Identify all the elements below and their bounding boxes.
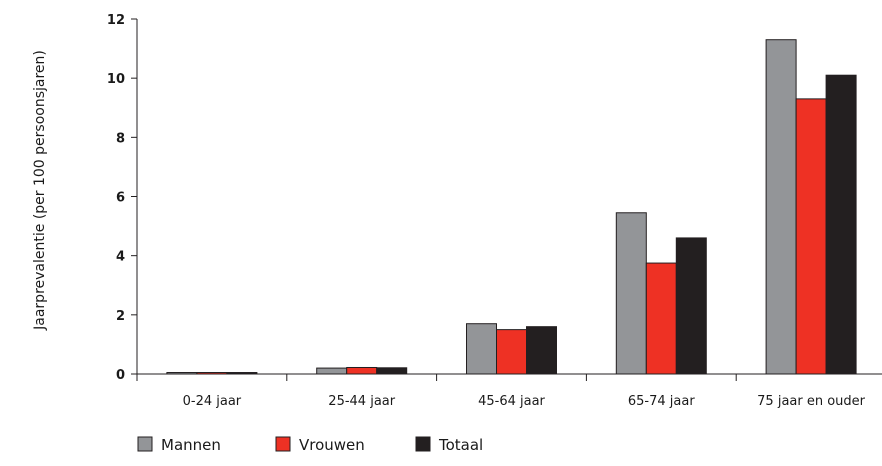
bar-mannen [466,323,497,375]
y-tick-label: 0 [116,368,125,383]
bar-mannen [765,39,797,375]
bar-totaal [825,74,857,375]
bar-vrouwen [346,366,378,375]
y-axis-title: Jaarprevalentie (per 100 persoonsjaren) [32,50,48,331]
bar-vrouwen [496,329,527,375]
bar-mannen [166,372,198,375]
y-tick-label: 10 [107,72,125,87]
legend-swatch-mannen [137,436,153,452]
y-tick-label: 8 [116,131,125,146]
bar-mannen [316,367,348,375]
x-tick-label: 65-74 jaar [628,394,695,409]
bars [166,39,857,375]
y-tick-label: 6 [116,191,125,206]
bar-vrouwen [196,372,228,375]
y-axis: 0 2 4 6 8 10 12 [107,13,138,383]
y-tick-label: 4 [116,250,125,265]
bar-totaal [226,372,258,375]
legend-label-mannen: Mannen [161,436,221,454]
legend-label-vrouwen: Vrouwen [299,436,365,454]
x-tick-label: 25-44 jaar [328,394,395,409]
x-axis: 0-24 jaar 25-44 jaar 45-64 jaar 65-74 jaar 7… [136,373,882,409]
legend-swatch-totaal [415,436,431,452]
bar-vrouwen [795,98,827,375]
bar-totaal [675,237,707,375]
bar-totaal [526,326,557,375]
legend-label-totaal: Totaal [438,436,483,454]
y-tick-label: 12 [107,13,125,28]
bar-mannen [615,212,647,375]
x-tick-label: 0-24 jaar [183,394,242,409]
bar-vrouwen [645,262,677,375]
legend-swatch-vrouwen [275,436,291,452]
y-tick-label: 2 [116,309,125,324]
x-tick-label: 45-64 jaar [478,394,545,409]
legend: Mannen Vrouwen Totaal [137,436,483,454]
bar-totaal [376,367,408,375]
x-tick-label: 75 jaar en ouder [757,394,866,409]
